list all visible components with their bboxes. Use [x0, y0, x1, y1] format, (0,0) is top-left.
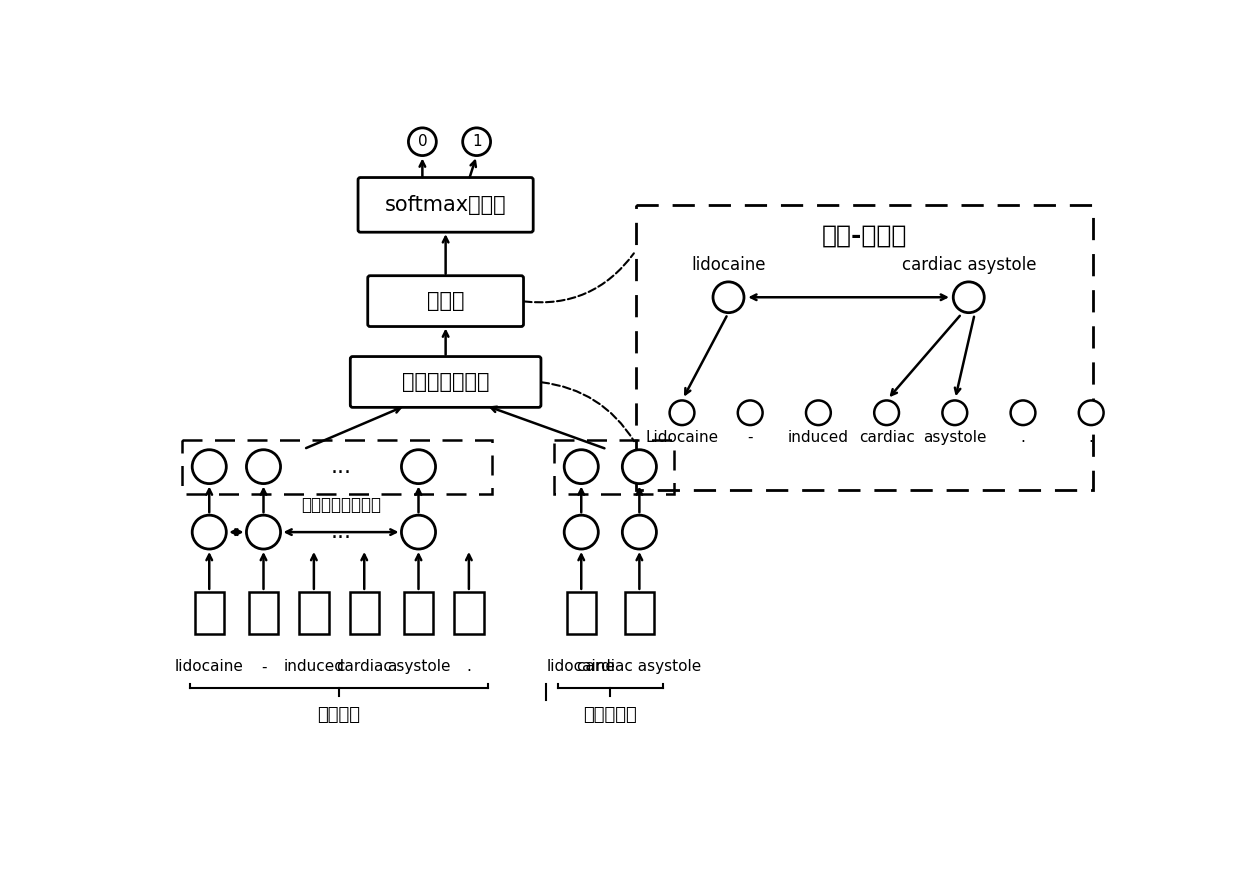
FancyBboxPatch shape — [368, 276, 523, 327]
Text: 0: 0 — [418, 134, 428, 149]
Text: 1: 1 — [471, 134, 481, 149]
Text: .: . — [1089, 430, 1094, 445]
Text: 池化层: 池化层 — [427, 291, 464, 311]
Circle shape — [622, 450, 656, 484]
Circle shape — [738, 401, 763, 425]
Bar — [554, 440, 675, 493]
Circle shape — [670, 401, 694, 425]
Circle shape — [402, 515, 435, 549]
Text: asystole: asystole — [923, 430, 987, 445]
Circle shape — [192, 515, 226, 549]
Bar — [454, 592, 484, 634]
Text: ...: ... — [331, 522, 351, 542]
Text: -: - — [748, 430, 753, 445]
Text: cardiac asystole: cardiac asystole — [901, 256, 1035, 274]
Circle shape — [564, 450, 598, 484]
Text: induced: induced — [787, 430, 849, 445]
Bar — [195, 592, 224, 634]
Circle shape — [942, 401, 967, 425]
FancyBboxPatch shape — [358, 177, 533, 232]
Circle shape — [713, 282, 744, 313]
Bar — [567, 592, 596, 634]
Text: cardiac: cardiac — [858, 430, 915, 445]
Text: 实体-关系图: 实体-关系图 — [821, 223, 906, 248]
Bar — [182, 440, 492, 493]
Text: -: - — [260, 659, 267, 674]
Bar — [350, 592, 379, 634]
Text: 句子序列: 句子序列 — [317, 706, 361, 725]
Text: lidocaine: lidocaine — [691, 256, 766, 274]
Circle shape — [1011, 401, 1035, 425]
Circle shape — [564, 515, 598, 549]
FancyBboxPatch shape — [351, 356, 541, 408]
Text: lidocaine: lidocaine — [547, 659, 616, 674]
Circle shape — [247, 515, 280, 549]
Circle shape — [402, 450, 435, 484]
Circle shape — [806, 401, 831, 425]
Circle shape — [954, 282, 985, 313]
Text: induced: induced — [284, 659, 345, 674]
Text: Lidocaine: Lidocaine — [646, 430, 718, 445]
Bar — [625, 592, 655, 634]
Circle shape — [874, 401, 899, 425]
Circle shape — [192, 450, 226, 484]
Text: cardiac asystole: cardiac asystole — [578, 659, 702, 674]
Bar — [249, 592, 278, 634]
Text: 图卷积神经网络: 图卷积神经网络 — [402, 372, 490, 392]
Circle shape — [408, 127, 436, 155]
Text: .: . — [466, 659, 471, 674]
Bar — [299, 592, 329, 634]
Circle shape — [622, 515, 656, 549]
Bar — [404, 592, 433, 634]
Text: asystole: asystole — [387, 659, 450, 674]
Circle shape — [1079, 401, 1104, 425]
Text: softmax分类层: softmax分类层 — [384, 195, 506, 215]
Circle shape — [247, 450, 280, 484]
Text: 双向循环神经网络: 双向循环神经网络 — [301, 496, 381, 514]
Text: .: . — [1021, 430, 1025, 445]
Bar — [635, 205, 1092, 490]
Circle shape — [463, 127, 491, 155]
Text: cardiac: cardiac — [336, 659, 392, 674]
Text: 匹配的实体: 匹配的实体 — [584, 706, 637, 725]
Text: ...: ... — [331, 457, 351, 477]
Text: lidocaine: lidocaine — [175, 659, 244, 674]
